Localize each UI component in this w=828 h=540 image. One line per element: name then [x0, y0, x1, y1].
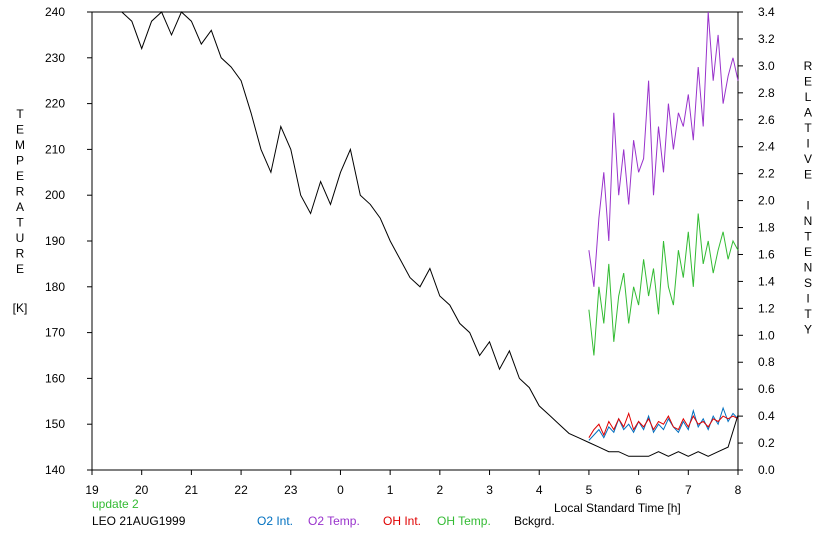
right-y-axis-letter: A — [804, 106, 812, 120]
left-y-axis-letter: E — [16, 169, 24, 183]
legend-item-bckgrd: Bckgrd. — [514, 514, 555, 528]
right-y-axis-letter: R — [804, 59, 813, 73]
left-y-axis-letter: R — [16, 247, 25, 261]
right-y-tick-label: 3.2 — [758, 32, 775, 46]
left-y-tick-label: 170 — [45, 326, 65, 340]
right-y-axis-letter: N — [804, 261, 813, 275]
left-y-axis-letter: R — [16, 185, 25, 199]
x-tick-label: 23 — [284, 483, 298, 497]
left-y-axis-letter: P — [16, 154, 24, 168]
left-y-tick-label: 200 — [45, 188, 65, 202]
update-label: update 2 — [92, 497, 139, 511]
left-y-tick-label: 210 — [45, 142, 65, 156]
right-y-axis-letter: T — [804, 307, 812, 321]
left-y-tick-label: 150 — [45, 417, 65, 431]
right-y-tick-label: 3.0 — [758, 59, 775, 73]
right-y-tick-label: 0.8 — [758, 355, 775, 369]
right-y-axis-letter: I — [806, 292, 809, 306]
right-y-tick-label: 2.6 — [758, 113, 775, 127]
left-y-axis-letter: M — [15, 138, 25, 152]
left-y-tick-label: 160 — [45, 371, 65, 385]
series-line-oh-temp — [588, 213, 739, 356]
left-y-tick-label: 190 — [45, 234, 65, 248]
right-y-tick-label: 1.4 — [758, 274, 775, 288]
x-tick-label: 4 — [536, 483, 543, 497]
left-y-axis-letter: T — [16, 107, 24, 121]
x-tick-label: 0 — [337, 483, 344, 497]
right-y-axis-letter: T — [804, 121, 812, 135]
left-y-tick-label: 230 — [45, 51, 65, 65]
right-y-tick-label: 0.2 — [758, 436, 775, 450]
left-y-axis-letter: U — [16, 231, 25, 245]
x-tick-label: 8 — [735, 483, 742, 497]
right-y-tick-label: 0.6 — [758, 382, 775, 396]
right-y-axis-letter: T — [804, 230, 812, 244]
x-tick-label: 1 — [387, 483, 394, 497]
legend: O2 Int. O2 Temp. OH Int. OH Temp. Bckgrd. — [257, 514, 555, 528]
series-line-oh-int — [588, 411, 739, 438]
series-layer — [92, 11, 739, 457]
right-y-tick-label: 2.0 — [758, 194, 775, 208]
x-tick-label: 6 — [635, 483, 642, 497]
right-y-axis-letter: N — [804, 214, 813, 228]
x-tick-label: 21 — [185, 483, 199, 497]
left-y-axis-letter: E — [16, 262, 24, 276]
legend-item-o2-int: O2 Int. — [257, 514, 293, 528]
right-y-axis-letter: L — [805, 90, 812, 104]
right-y-tick-label: 1.0 — [758, 328, 775, 342]
left-y-tick-label: 240 — [45, 5, 65, 19]
right-y-axis-letter: I — [806, 137, 809, 151]
site-date-label: LEO 21AUG1999 — [92, 514, 186, 528]
series-line-bckgrd — [92, 11, 739, 457]
right-y-axis-letter: E — [804, 245, 812, 259]
right-y-tick-label: 0.4 — [758, 409, 775, 423]
x-ticks: 19 20 21 22 23 0 1 2 3 4 5 6 7 8 — [85, 470, 742, 497]
right-y-tick-label: 1.2 — [758, 301, 775, 315]
right-y-tick-label: 1.6 — [758, 247, 775, 261]
right-y-axis-letter: E — [804, 168, 812, 182]
series-line-o2-int — [588, 406, 739, 441]
legend-item-o2-temp: O2 Temp. — [308, 514, 360, 528]
left-y-axis-letter: E — [16, 123, 24, 137]
left-y-axis-letter: A — [16, 200, 24, 214]
right-y-tick-label: 2.4 — [758, 140, 775, 154]
x-axis-label: Local Standard Time [h] — [554, 501, 681, 515]
left-y-tick-label: 220 — [45, 97, 65, 111]
series-line-o2-temp — [588, 11, 739, 287]
right-y-tick-label: 1.8 — [758, 221, 775, 235]
x-tick-label: 22 — [234, 483, 248, 497]
x-tick-label: 2 — [437, 483, 444, 497]
right-y-axis-letter: S — [804, 276, 812, 290]
left-y-ticks: 140 150 160 170 180 190 200 210 220 230 240 — [45, 5, 92, 477]
right-y-tick-label: 0.0 — [758, 463, 775, 477]
right-y-tick-label: 2.8 — [758, 86, 775, 100]
right-y-tick-label: 3.4 — [758, 5, 775, 19]
left-y-axis-unit: [K] — [13, 301, 28, 315]
x-tick-label: 7 — [685, 483, 692, 497]
x-tick-label: 19 — [85, 483, 99, 497]
left-y-tick-label: 140 — [45, 463, 65, 477]
left-y-tick-label: 180 — [45, 280, 65, 294]
x-tick-label: 3 — [486, 483, 493, 497]
x-tick-label: 5 — [586, 483, 593, 497]
left-y-axis-letter: T — [16, 216, 24, 230]
right-y-axis-letter: E — [804, 75, 812, 89]
x-tick-label: 20 — [135, 483, 149, 497]
right-y-axis-letter: V — [804, 152, 812, 166]
legend-item-oh-temp: OH Temp. — [437, 514, 491, 528]
legend-item-oh-int: OH Int. — [383, 514, 421, 528]
right-y-axis-letter: Y — [804, 323, 812, 337]
right-y-axis-letter: I — [806, 199, 809, 213]
right-y-tick-label: 2.2 — [758, 167, 775, 181]
right-y-ticks: 0.0 0.2 0.4 0.6 0.8 1.0 1.2 1.4 1.6 1.8 2.0 2.2 2.4 2… — [738, 5, 775, 477]
